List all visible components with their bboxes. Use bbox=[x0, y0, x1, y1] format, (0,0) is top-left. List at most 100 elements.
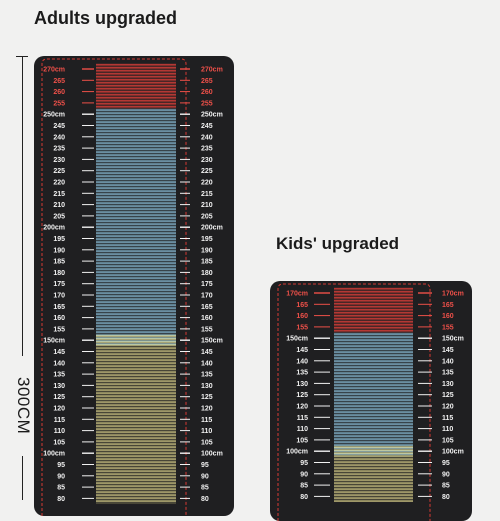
adults-label-left-125: 125 bbox=[53, 394, 65, 401]
kids-tick-105: 105 105 bbox=[296, 437, 453, 444]
kids-zone-red bbox=[334, 287, 413, 333]
adults-label-left-190: 190 bbox=[53, 247, 65, 254]
adults-label-right-235: 235 bbox=[201, 146, 213, 153]
adults-label-right-170: 170 bbox=[201, 293, 213, 300]
adults-label-right-230: 230 bbox=[201, 157, 213, 164]
adults-label-left-110: 110 bbox=[54, 428, 65, 435]
adults-label-right-90: 90 bbox=[201, 473, 209, 480]
adults-tick-105: 105 105 bbox=[53, 439, 212, 446]
adults-label-left-85: 85 bbox=[57, 485, 65, 492]
adults-tick-165: 165 165 bbox=[53, 304, 212, 311]
adults-label-left-115: 115 bbox=[54, 417, 65, 424]
adults-label-left-145: 145 bbox=[53, 349, 65, 356]
kids-tick-135: 135 135 bbox=[296, 370, 453, 377]
kids-label-left-135: 135 bbox=[296, 370, 308, 377]
adults-tick-235: 235 235 bbox=[53, 146, 212, 153]
kids-label-right-170: 170cm bbox=[442, 291, 464, 298]
kids-tick-140: 140 140 bbox=[296, 358, 453, 365]
adults-label-right-150: 150cm bbox=[201, 338, 223, 345]
adults-label-right-260: 260 bbox=[201, 89, 213, 96]
adults-label-right-270: 270cm bbox=[201, 67, 223, 74]
kids-label-right-160: 160 bbox=[442, 313, 454, 320]
kids-tick-95: 95 95 bbox=[300, 460, 450, 467]
kids-label-right-125: 125 bbox=[442, 392, 454, 399]
adults-label-left-195: 195 bbox=[53, 236, 65, 243]
kids-tick-85: 85 85 bbox=[300, 483, 450, 490]
adults-label-right-95: 95 bbox=[201, 462, 209, 469]
adults-label-right-105: 105 bbox=[201, 439, 213, 446]
kids-label-right-140: 140 bbox=[442, 358, 454, 365]
adults-tick-160: 160 160 bbox=[53, 315, 212, 322]
kids-tick-80: 80 80 bbox=[300, 494, 450, 501]
adults-label-left-200: 200cm bbox=[43, 225, 65, 232]
kids-label-right-115: 115 bbox=[442, 415, 453, 422]
kids-tick-165: 165 165 bbox=[296, 302, 453, 309]
adults-tick-145: 145 145 bbox=[53, 349, 212, 356]
kids-label-left-160: 160 bbox=[296, 313, 308, 320]
kids-title: Kids' upgraded bbox=[276, 234, 400, 253]
adults-label-right-115: 115 bbox=[201, 417, 212, 424]
adults-label-right-250: 250cm bbox=[201, 112, 223, 119]
adults-label-left-90: 90 bbox=[57, 473, 65, 480]
adults-label-left-205: 205 bbox=[53, 213, 65, 220]
kids-label-left-150: 150cm bbox=[286, 336, 308, 343]
adults-dashed-outline bbox=[41, 58, 187, 516]
kids-tick-155: 155 155 bbox=[296, 324, 453, 331]
kids-tick-110: 110 110 bbox=[297, 426, 454, 433]
adults-label-right-200: 200cm bbox=[201, 225, 223, 232]
adults-label-left-140: 140 bbox=[53, 360, 65, 367]
kids-label-right-80: 80 bbox=[442, 494, 450, 501]
kids-label-left-140: 140 bbox=[296, 358, 308, 365]
adults-tick-190: 190 190 bbox=[53, 247, 212, 254]
adults-label-left-215: 215 bbox=[53, 191, 65, 198]
adults-label-left-100: 100cm bbox=[43, 451, 65, 458]
kids-tick-160: 160 160 bbox=[296, 313, 453, 320]
adults-tick-120: 120 120 bbox=[53, 406, 212, 413]
adults-label-right-225: 225 bbox=[201, 168, 213, 175]
adults-label-left-235: 235 bbox=[53, 146, 65, 153]
adults-tick-220: 220 220 bbox=[53, 180, 212, 187]
kids-growth-chart-mat: 170cm 170cm 165 165 160 160 155 155 150cm 150cm 14… bbox=[270, 281, 472, 521]
kids-label-left-100: 100cm bbox=[286, 449, 308, 456]
kids-tick-100: 100cm 100cm bbox=[286, 449, 464, 456]
adults-label-right-180: 180 bbox=[201, 270, 213, 277]
kids-label-right-100: 100cm bbox=[442, 449, 464, 456]
adults-tick-95: 95 95 bbox=[57, 462, 209, 469]
adults-label-left-260: 260 bbox=[53, 89, 65, 96]
adults-label-left-225: 225 bbox=[53, 168, 65, 175]
kids-tick-145: 145 145 bbox=[296, 347, 453, 354]
adults-label-right-265: 265 bbox=[201, 78, 213, 85]
adults-tick-260: 260 260 bbox=[53, 89, 212, 96]
kids-tick-150: 150cm 150cm bbox=[286, 336, 464, 343]
adults-tick-265: 265 265 bbox=[53, 78, 212, 85]
adults-label-left-80: 80 bbox=[57, 496, 65, 503]
dimension-line-lower bbox=[22, 456, 23, 500]
kids-label-left-130: 130 bbox=[296, 381, 308, 388]
adults-label-right-240: 240 bbox=[201, 134, 213, 141]
adults-tick-150: 150cm 150cm bbox=[43, 338, 223, 345]
adults-label-right-210: 210 bbox=[201, 202, 213, 209]
adults-tick-180: 180 180 bbox=[53, 270, 212, 277]
adults-tick-240: 240 240 bbox=[53, 134, 212, 141]
adults-tick-210: 210 210 bbox=[53, 202, 212, 209]
adults-label-left-130: 130 bbox=[53, 383, 65, 390]
adults-label-left-165: 165 bbox=[53, 304, 65, 311]
kids-label-left-80: 80 bbox=[300, 494, 308, 501]
adults-tick-175: 175 175 bbox=[53, 281, 212, 288]
adults-tick-230: 230 230 bbox=[53, 157, 212, 164]
kids-label-left-110: 110 bbox=[297, 426, 308, 433]
kids-label-right-130: 130 bbox=[442, 381, 454, 388]
adults-label-right-195: 195 bbox=[201, 236, 213, 243]
adults-tick-245: 245 245 bbox=[53, 123, 212, 130]
kids-dashed-outline bbox=[277, 283, 431, 521]
adults-tick-100: 100cm 100cm bbox=[43, 451, 223, 458]
adults-label-right-220: 220 bbox=[201, 180, 213, 187]
adults-label-right-205: 205 bbox=[201, 213, 213, 220]
kids-tick-120: 120 120 bbox=[296, 404, 453, 411]
adults-label-right-185: 185 bbox=[201, 259, 213, 266]
adults-tick-255: 255 255 bbox=[53, 100, 212, 107]
adults-tick-195: 195 195 bbox=[53, 236, 212, 243]
adults-label-left-95: 95 bbox=[57, 462, 65, 469]
adults-label-left-220: 220 bbox=[53, 180, 65, 187]
adults-tick-80: 80 80 bbox=[57, 496, 209, 503]
